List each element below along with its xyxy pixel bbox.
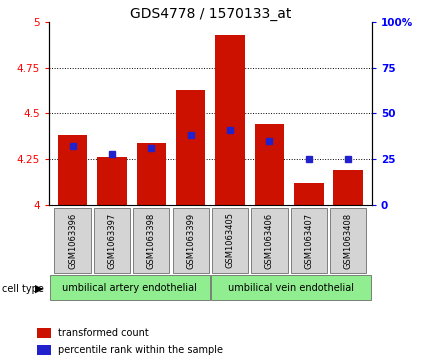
Text: GSM1063408: GSM1063408 — [344, 212, 353, 269]
Bar — [176, 90, 205, 205]
Text: cell type: cell type — [2, 284, 44, 294]
Bar — [215, 34, 245, 205]
FancyBboxPatch shape — [173, 208, 209, 273]
Text: GSM1063405: GSM1063405 — [226, 212, 235, 269]
Text: umbilical artery endothelial: umbilical artery endothelial — [62, 283, 197, 293]
Text: transformed count: transformed count — [58, 328, 149, 338]
Text: GSM1063406: GSM1063406 — [265, 212, 274, 269]
FancyBboxPatch shape — [133, 208, 170, 273]
Bar — [334, 170, 363, 205]
Bar — [37, 345, 51, 355]
Text: umbilical vein endothelial: umbilical vein endothelial — [228, 283, 354, 293]
Bar — [37, 328, 51, 338]
Text: GSM1063396: GSM1063396 — [68, 212, 77, 269]
Text: GSM1063399: GSM1063399 — [186, 212, 195, 269]
FancyBboxPatch shape — [291, 208, 327, 273]
Title: GDS4778 / 1570133_at: GDS4778 / 1570133_at — [130, 7, 291, 21]
Bar — [255, 125, 284, 205]
FancyBboxPatch shape — [330, 208, 366, 273]
Text: ▶: ▶ — [35, 284, 44, 294]
Bar — [294, 183, 323, 205]
Bar — [58, 135, 87, 205]
FancyBboxPatch shape — [94, 208, 130, 273]
Bar — [97, 158, 127, 205]
Text: GSM1063398: GSM1063398 — [147, 212, 156, 269]
Text: GSM1063397: GSM1063397 — [108, 212, 116, 269]
FancyBboxPatch shape — [212, 208, 248, 273]
Text: percentile rank within the sample: percentile rank within the sample — [58, 345, 224, 355]
Bar — [136, 143, 166, 205]
FancyBboxPatch shape — [50, 276, 210, 300]
FancyBboxPatch shape — [251, 208, 288, 273]
FancyBboxPatch shape — [54, 208, 91, 273]
Text: GSM1063407: GSM1063407 — [304, 212, 313, 269]
FancyBboxPatch shape — [211, 276, 371, 300]
